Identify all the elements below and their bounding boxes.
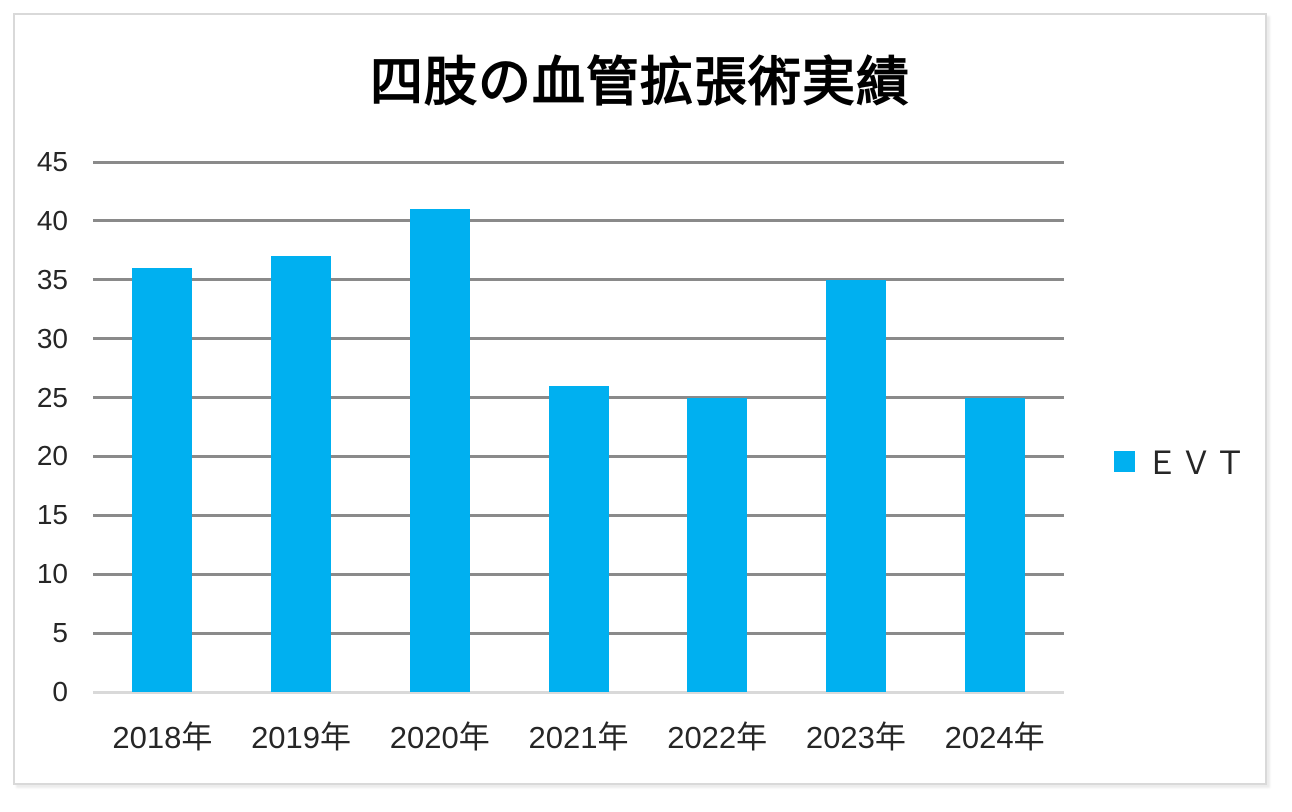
y-tick-label: 0 xyxy=(52,676,68,707)
legend-label: ＥＶＴ xyxy=(1146,445,1249,481)
y-tick-label: 10 xyxy=(36,558,68,590)
gridline xyxy=(93,219,1064,223)
bar-2022年 xyxy=(687,397,748,692)
legend-color-swatch xyxy=(1114,450,1135,472)
x-tick-label: 2020年 xyxy=(389,720,490,755)
bar-2023年 xyxy=(825,279,886,692)
y-tick-label: 15 xyxy=(36,499,68,531)
gridline xyxy=(93,337,1064,341)
gridline xyxy=(93,278,1064,282)
bar-2021年 xyxy=(548,385,609,692)
x-tick-label: 2018年 xyxy=(112,720,213,755)
x-tick-label: 2019年 xyxy=(251,720,352,755)
bar-2024年 xyxy=(964,397,1025,692)
x-tick-label: 2021年 xyxy=(528,720,629,755)
x-tick-label: 2024年 xyxy=(944,720,1045,755)
chart-title: 四肢の血管拡張術実績 xyxy=(370,53,910,112)
y-tick-label: 25 xyxy=(36,381,68,413)
gridline xyxy=(93,160,1064,164)
bar-2018年 xyxy=(132,268,193,692)
x-tick-label: 2023年 xyxy=(805,720,906,755)
y-tick-label: 30 xyxy=(36,322,68,354)
x-tick-label: 2022年 xyxy=(667,720,768,755)
y-tick-label: 45 xyxy=(36,146,68,177)
bar-2020年 xyxy=(409,209,470,692)
y-tick-label: 5 xyxy=(52,617,68,649)
y-tick-label: 40 xyxy=(36,204,68,236)
y-tick-label: 35 xyxy=(36,263,68,295)
plot-area xyxy=(93,160,1064,694)
y-tick-label: 20 xyxy=(36,440,68,472)
bar-2019年 xyxy=(271,256,332,692)
legend: ＥＶＴ xyxy=(1114,438,1248,484)
axis-baseline xyxy=(93,690,1064,694)
